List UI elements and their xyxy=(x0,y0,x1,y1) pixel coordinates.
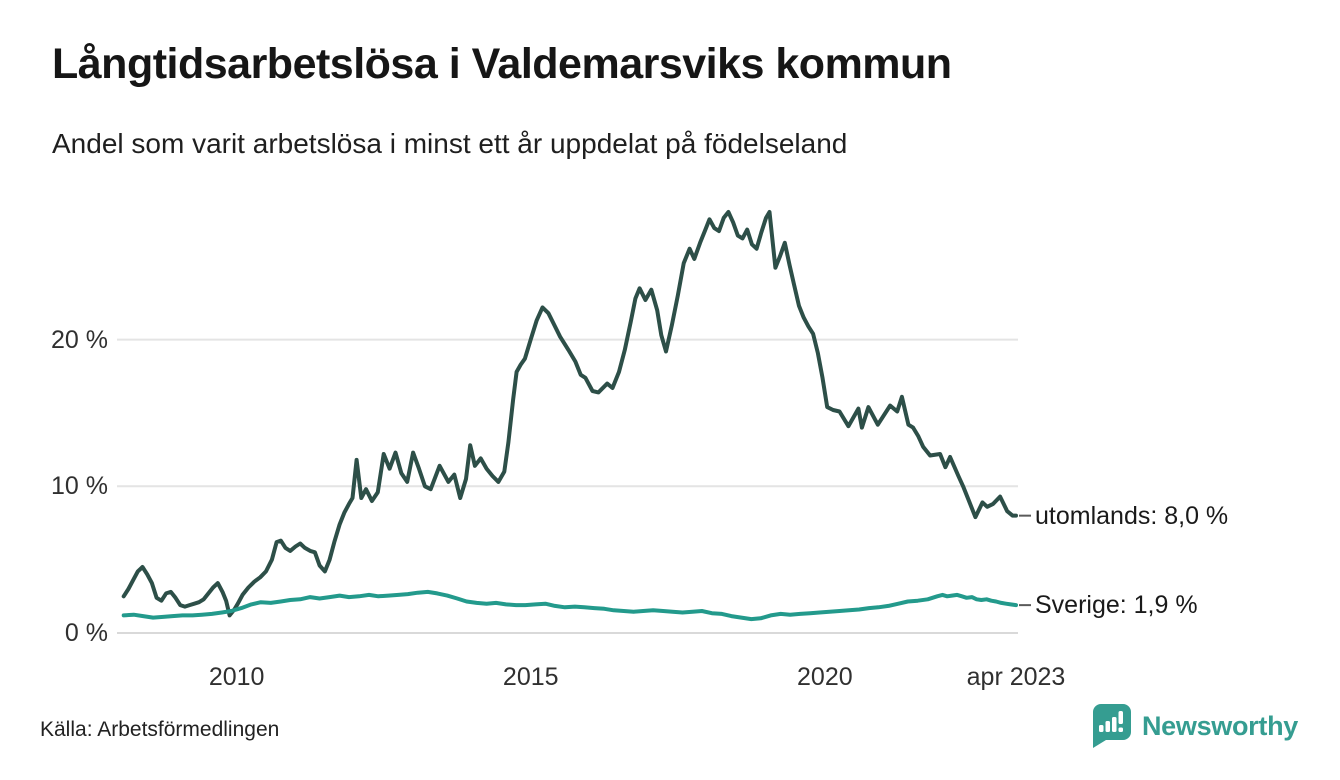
newsworthy-bubble-chart-icon xyxy=(1090,703,1132,749)
y-axis-tick-label: 0 % xyxy=(64,619,108,647)
x-axis-tick-label: 2015 xyxy=(502,663,559,691)
x-axis-tick-label: apr 2023 xyxy=(966,663,1066,691)
y-axis-tick-label: 20 % xyxy=(51,325,108,354)
source-note: Källa: Arbetsförmedlingen xyxy=(40,718,280,741)
y-axis-tick-label: 10 % xyxy=(51,472,108,501)
series-line-Sverige xyxy=(121,589,1018,622)
x-axis-tick-label: 2020 xyxy=(797,663,853,691)
newsworthy-logo[interactable]: Newsworthy xyxy=(1090,703,1298,749)
page-title: Långtidsarbetslösa i Valdemarsviks kommu… xyxy=(52,40,952,88)
page-subtitle: Andel som varit arbetslösa i minst ett å… xyxy=(52,128,848,159)
series-line-utomlands xyxy=(121,210,1018,618)
series-end-label-utomlands: utomlands: 8,0 % xyxy=(1035,501,1229,530)
newsworthy-wordmark: Newsworthy xyxy=(1141,710,1298,741)
x-axis-tick-label: 2010 xyxy=(208,663,265,691)
series-end-label-Sverige: Sverige: 1,9 % xyxy=(1035,591,1198,620)
